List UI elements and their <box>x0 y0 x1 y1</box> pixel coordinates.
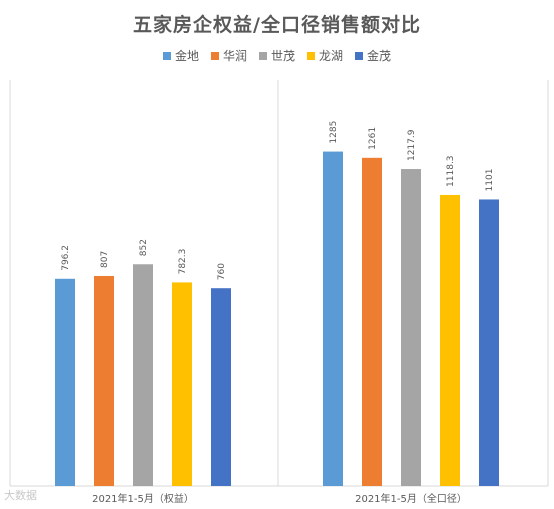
bar <box>323 151 343 487</box>
legend-item: 金地 <box>162 47 199 64</box>
bar <box>211 288 231 486</box>
data-label: 1101 <box>485 169 495 192</box>
data-label: 796.2 <box>61 245 71 271</box>
legend-label: 世茂 <box>270 49 295 63</box>
legend-swatch <box>162 51 171 60</box>
legend-swatch <box>355 51 364 60</box>
data-label: 782.3 <box>178 249 188 275</box>
legend-item: 金茂 <box>355 47 391 64</box>
bar <box>172 282 192 486</box>
bar <box>94 275 114 486</box>
legend-item: 华润 <box>210 47 247 64</box>
legend-item: 世茂 <box>258 47 295 64</box>
data-label: 807 <box>100 251 110 268</box>
data-label: 852 <box>139 239 149 256</box>
data-label: 1217.9 <box>407 129 417 161</box>
legend-label: 金茂 <box>367 49 392 63</box>
bar <box>401 169 421 486</box>
legend-item: 龙湖 <box>307 47 343 64</box>
category-tick-label: 2021年1-5月（全口径） <box>355 492 467 505</box>
legend-swatch <box>210 51 219 60</box>
bar <box>133 264 153 486</box>
chart-title: 五家房企权益/全口径销售额对比 <box>133 14 421 36</box>
legend-label: 华润 <box>222 49 247 63</box>
bar <box>362 157 382 487</box>
legend-swatch <box>307 51 315 60</box>
data-label: 1285 <box>329 121 339 144</box>
data-label: 1118.3 <box>446 155 456 187</box>
legend: 金地 华润 世茂 龙湖 金茂 <box>0 47 554 64</box>
bar <box>55 278 75 486</box>
data-label: 1261 <box>368 127 378 150</box>
bar <box>479 199 499 486</box>
category-tick-label: 2021年1-5月（权益） <box>92 492 194 505</box>
legend-swatch <box>258 51 267 60</box>
legend-label: 龙湖 <box>319 49 344 63</box>
bar <box>440 194 460 486</box>
watermark-text: 大数据 <box>4 489 37 502</box>
data-label: 760 <box>217 263 227 280</box>
legend-label: 金地 <box>174 49 199 63</box>
